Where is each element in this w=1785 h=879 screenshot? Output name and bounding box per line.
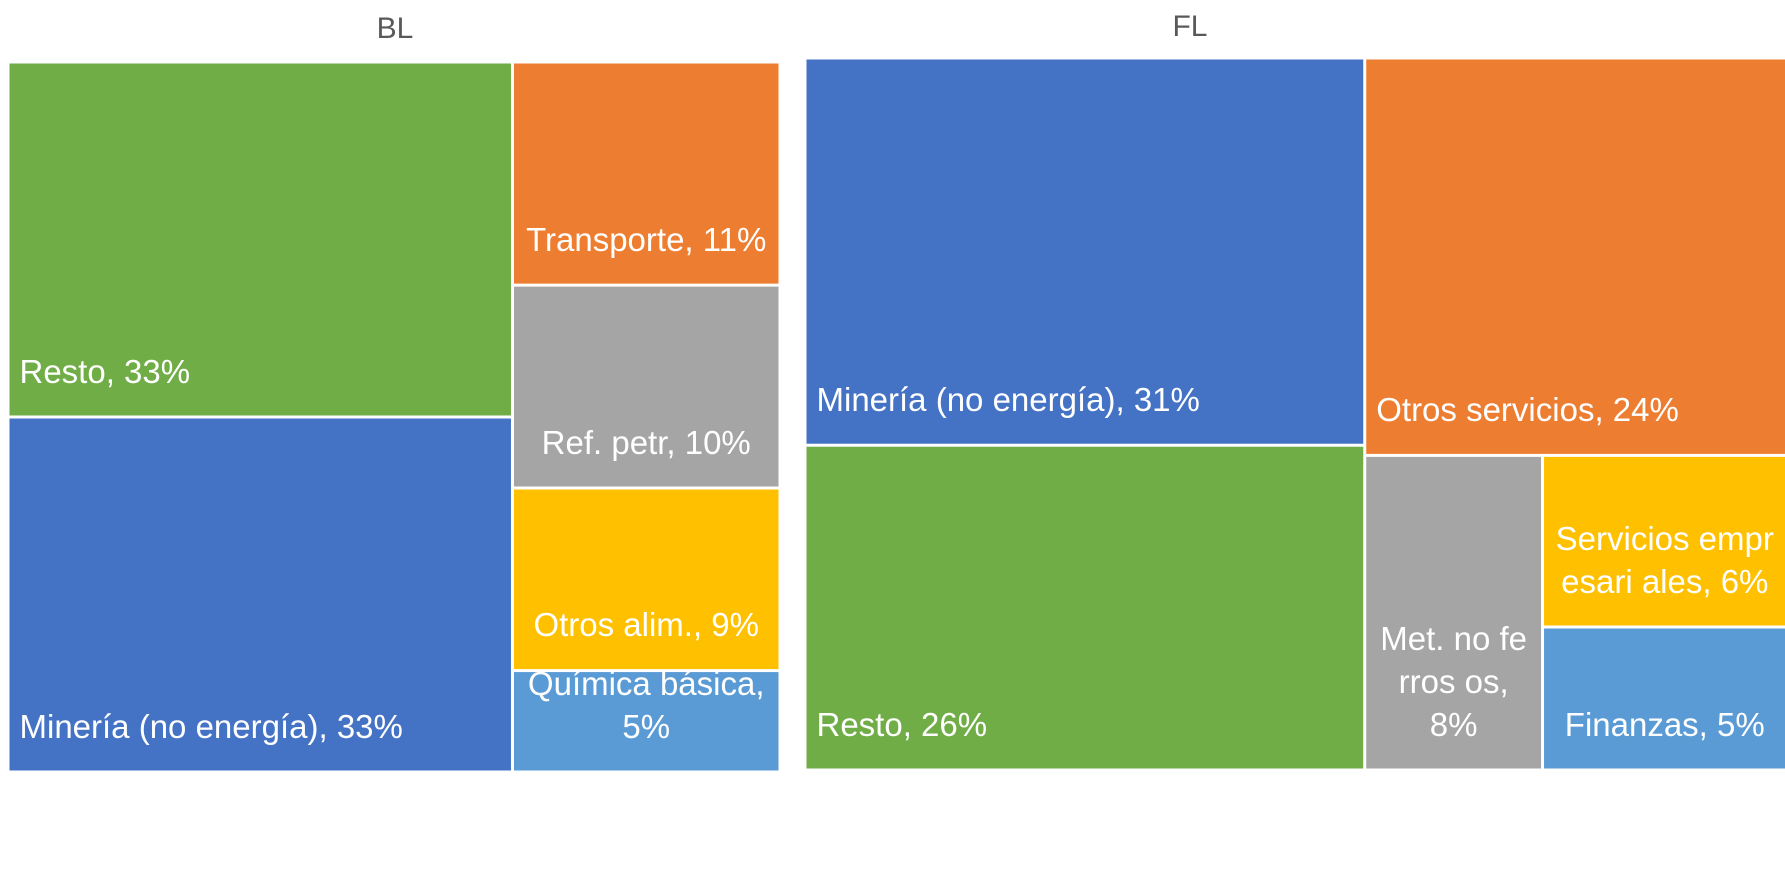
- tile-label: Otros alim., 9%: [533, 606, 759, 644]
- tile-label-box: Química básica, 5%: [527, 672, 765, 745]
- tile-label: Resto, 26%: [816, 705, 988, 743]
- tile-label: Minería (no energía), 31%: [816, 380, 1200, 418]
- treemap-tile: [806, 59, 1364, 444]
- tile-label-box: Resto, 33%: [19, 352, 191, 390]
- tile-label-box: Ref. petr, 10%: [541, 423, 751, 461]
- tile-label-box: Transporte, 11%: [526, 220, 767, 258]
- treemap-tile: [9, 418, 511, 771]
- tile-label: Otros servicios, 24%: [1376, 391, 1679, 428]
- treemap-tile: [806, 446, 1364, 769]
- tile-label-box: Otros servicios, 24%: [1376, 391, 1679, 428]
- tile-label: Minería (no energía), 33%: [19, 707, 403, 745]
- tile-label-box: Resto, 26%: [816, 705, 988, 743]
- tile-label: Ref. petr, 10%: [541, 423, 751, 461]
- tile-label-box: Met. no ferros os, 8%: [1380, 619, 1527, 743]
- treemap-tile: [9, 63, 511, 416]
- tile-label: Resto, 33%: [19, 352, 191, 390]
- treemap-tile: [1366, 456, 1542, 769]
- treemap-tile: [1544, 628, 1785, 769]
- treemap-tile: [513, 672, 779, 771]
- tile-label-box: Otros alim., 9%: [533, 606, 759, 644]
- tile-label-box: Finanzas, 5%: [1564, 705, 1765, 743]
- treemap-tile: [513, 63, 779, 284]
- treemap-tile: [1544, 456, 1785, 626]
- tile-label: Met. no ferros os, 8%: [1380, 619, 1527, 743]
- tile-label-box: Minería (no energía), 31%: [816, 380, 1200, 418]
- tile-label-box: Minería (no energía), 33%: [19, 707, 403, 745]
- tile-label-box: Servicios empresari ales, 6%: [1555, 519, 1774, 600]
- chart-title: FL: [1172, 10, 1207, 43]
- treemap-tile: [513, 286, 779, 487]
- tile-label: Química básica, 5%: [527, 672, 765, 745]
- treemap-tile: [1366, 59, 1785, 454]
- treemap-tile: [513, 489, 779, 670]
- tile-label: Transporte, 11%: [526, 220, 767, 258]
- tile-label: Finanzas, 5%: [1564, 705, 1765, 743]
- tile-label: Servicios empresari ales, 6%: [1555, 519, 1774, 600]
- chart-title: BL: [377, 12, 414, 45]
